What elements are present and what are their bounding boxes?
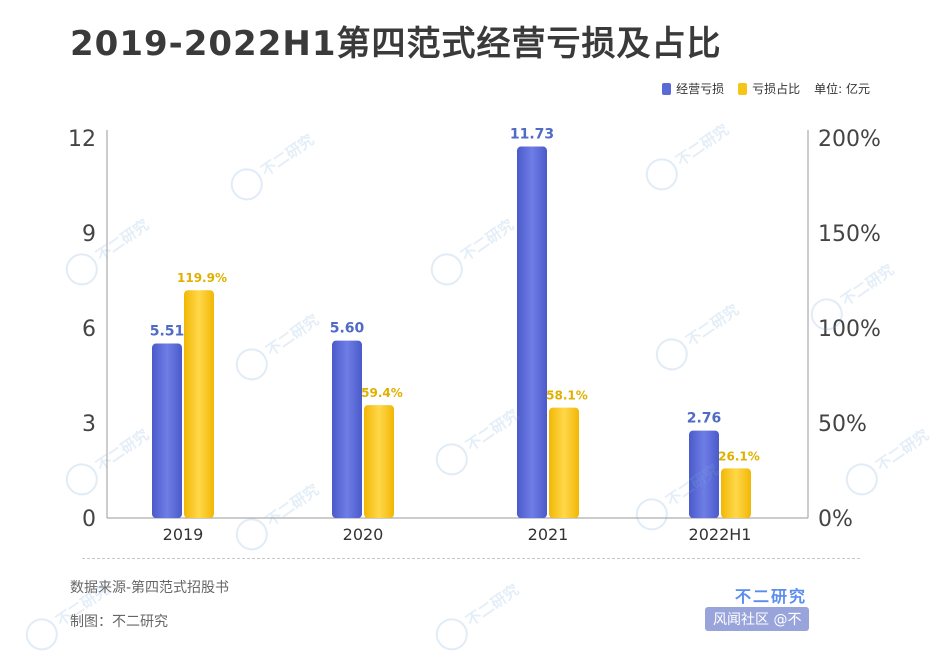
brand-logo: 不二研究 xyxy=(735,587,808,606)
bar-ratio-2021 xyxy=(549,407,579,518)
chart-maker: 制图：不二研究 xyxy=(70,614,168,630)
x-tick-label: 2020 xyxy=(343,525,384,544)
x-tick-label: 2021 xyxy=(528,525,569,544)
x-tick-label: 2022H1 xyxy=(689,525,752,544)
data-label-ratio: 26.1% xyxy=(718,449,760,463)
bar-loss-2022H1 xyxy=(689,430,719,518)
y-left-tick-label: 3 xyxy=(82,412,96,437)
x-tick-label: 2019 xyxy=(163,525,204,544)
bar-loss-2020 xyxy=(332,340,362,518)
chart-title: 2019-2022H1第四范式经营亏损及占比 xyxy=(70,24,722,64)
legend-item-loss: 经营亏损 xyxy=(662,80,724,97)
data-label-ratio: 59.4% xyxy=(361,386,403,400)
bar-loss-2019 xyxy=(152,343,182,518)
y-right-tick-label: 50% xyxy=(818,412,867,437)
data-label-ratio: 58.1% xyxy=(546,389,588,403)
data-label-loss: 5.60 xyxy=(330,321,365,337)
data-label-loss: 2.76 xyxy=(687,411,722,427)
bar-ratio-2019 xyxy=(184,290,214,518)
legend-swatch-ratio xyxy=(738,82,748,95)
legend: 经营亏损 亏损占比 单位: 亿元 xyxy=(662,80,870,97)
y-left-tick-label: 9 xyxy=(82,222,96,247)
y-left-tick-label: 6 xyxy=(82,317,96,342)
platform-credit: 风闻社区 @不 xyxy=(705,607,810,631)
data-label-loss: 11.73 xyxy=(510,127,554,143)
y-right-tick-label: 200% xyxy=(818,127,881,152)
y-left-tick-label: 0 xyxy=(82,507,96,532)
legend-label-ratio: 亏损占比 xyxy=(752,82,801,96)
bar-ratio-2020 xyxy=(364,405,394,518)
legend-item-ratio: 亏损占比 xyxy=(738,80,800,97)
y-left-tick-label: 12 xyxy=(68,127,96,152)
bar-ratio-2022H1 xyxy=(721,468,751,518)
legend-label-loss: 经营亏损 xyxy=(676,82,725,96)
y-right-tick-label: 150% xyxy=(818,222,881,247)
data-source: 数据来源-第四范式招股书 xyxy=(70,580,230,596)
legend-swatch-loss xyxy=(662,82,672,95)
y-right-tick-label: 100% xyxy=(818,317,881,342)
legend-unit: 单位: 亿元 xyxy=(814,82,870,96)
footer-divider xyxy=(82,558,860,559)
data-label-ratio: 119.9% xyxy=(177,271,227,285)
data-label-loss: 5.51 xyxy=(150,324,185,340)
y-right-tick-label: 0% xyxy=(818,507,853,532)
bar-loss-2021 xyxy=(517,146,547,519)
